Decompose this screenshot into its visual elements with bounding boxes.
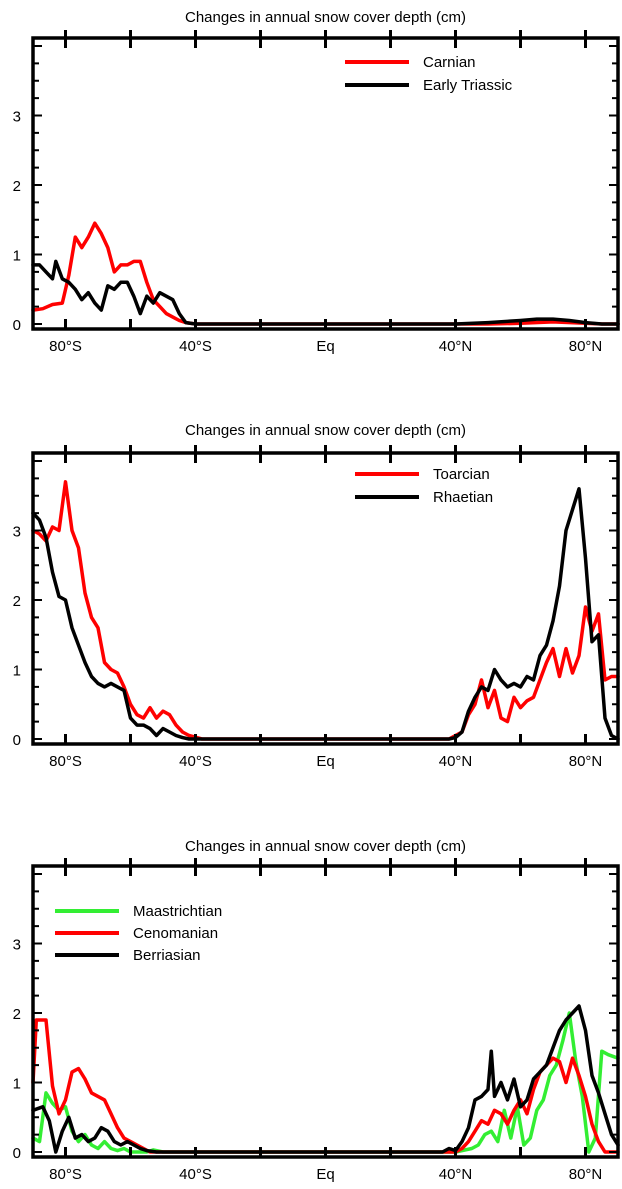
- y-tick-label: 0: [13, 317, 21, 334]
- legend-label: Rhaetian: [433, 489, 493, 506]
- y-tick-label: 0: [13, 1145, 21, 1162]
- x-tick-label: 80°S: [49, 338, 82, 355]
- x-tick-label: 80°S: [49, 753, 82, 770]
- y-tick-label: 1: [13, 1076, 21, 1093]
- x-tick-label: 80°N: [569, 1166, 603, 1183]
- x-tick-label: 40°S: [179, 1166, 212, 1183]
- x-tick-label: 40°S: [179, 753, 212, 770]
- y-tick-label: 2: [13, 178, 21, 195]
- y-tick-label: 3: [13, 524, 21, 541]
- x-tick-label: 80°S: [49, 1166, 82, 1183]
- x-tick-label: 40°N: [439, 338, 473, 355]
- series-line-cenomanian: [31, 1018, 620, 1154]
- y-tick-label: 1: [13, 248, 21, 265]
- x-tick-label: 80°N: [569, 338, 603, 355]
- y-tick-label: 3: [13, 109, 21, 126]
- x-tick-label: Eq: [316, 338, 334, 355]
- plot-frame: [31, 36, 620, 331]
- chart-panel-2: Changes in annual snow cover depth (cm) 0…: [13, 422, 620, 770]
- chart-title: Changes in annual snow cover depth (cm): [185, 838, 466, 855]
- chart-panel-3: Changes in annual snow cover depth (cm) 0…: [13, 838, 620, 1183]
- plot-frame: [31, 864, 620, 1159]
- x-tick-label: Eq: [316, 753, 334, 770]
- legend-label: Berriasian: [133, 947, 201, 964]
- series-line-early-triassic: [31, 259, 620, 326]
- series-line-carnian: [31, 221, 620, 326]
- chart-title: Changes in annual snow cover depth (cm): [185, 9, 466, 26]
- x-tick-label: Eq: [316, 1166, 334, 1183]
- x-tick-label: 40°S: [179, 338, 212, 355]
- legend-label: Cenomanian: [133, 925, 218, 942]
- legend-label: Early Triassic: [423, 77, 513, 94]
- x-tick-label: 40°N: [439, 1166, 473, 1183]
- x-tick-label: 40°N: [439, 753, 473, 770]
- series-line-toarcian: [31, 480, 620, 741]
- y-tick-label: 3: [13, 937, 21, 954]
- chart-panel-1: Changes in annual snow cover depth (cm) 0…: [13, 9, 620, 355]
- chart-title: Changes in annual snow cover depth (cm): [185, 422, 466, 439]
- y-tick-label: 1: [13, 663, 21, 680]
- series-line-rhaetian: [31, 487, 620, 741]
- legend-label: Toarcian: [433, 466, 490, 483]
- legend-label: Maastrichtian: [133, 903, 222, 920]
- y-tick-label: 2: [13, 593, 21, 610]
- x-tick-label: 80°N: [569, 753, 603, 770]
- y-tick-label: 2: [13, 1006, 21, 1023]
- y-tick-label: 0: [13, 732, 21, 749]
- series-line-berriasian: [31, 1004, 620, 1154]
- legend-label: Carnian: [423, 54, 476, 71]
